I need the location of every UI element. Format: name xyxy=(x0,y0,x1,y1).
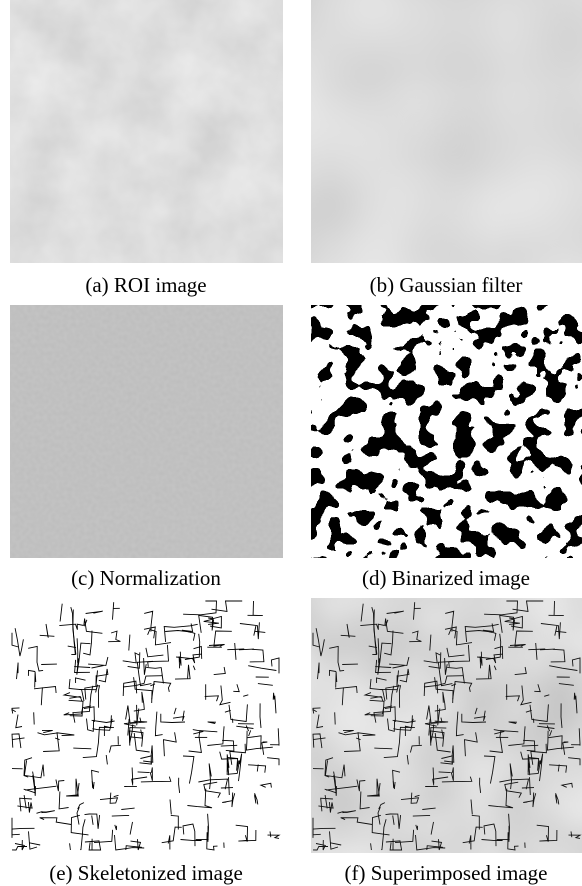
ridge-line xyxy=(34,712,35,724)
gaussian-image xyxy=(311,0,582,263)
ridge-line xyxy=(335,712,336,724)
figure: (a) ROI image (b) Gaussian filter (c) No… xyxy=(0,0,582,886)
normalized-image xyxy=(10,305,283,558)
caption: (f) Superimposed image xyxy=(345,861,548,885)
roi-image xyxy=(10,0,283,263)
caption: (c) Normalization xyxy=(71,566,221,590)
binarized-image xyxy=(311,305,582,558)
caption: (d) Binarized image xyxy=(362,566,530,590)
caption: (b) Gaussian filter xyxy=(370,273,523,297)
caption: (a) ROI image xyxy=(85,273,206,297)
caption: (e) Skeletonized image xyxy=(49,861,243,885)
